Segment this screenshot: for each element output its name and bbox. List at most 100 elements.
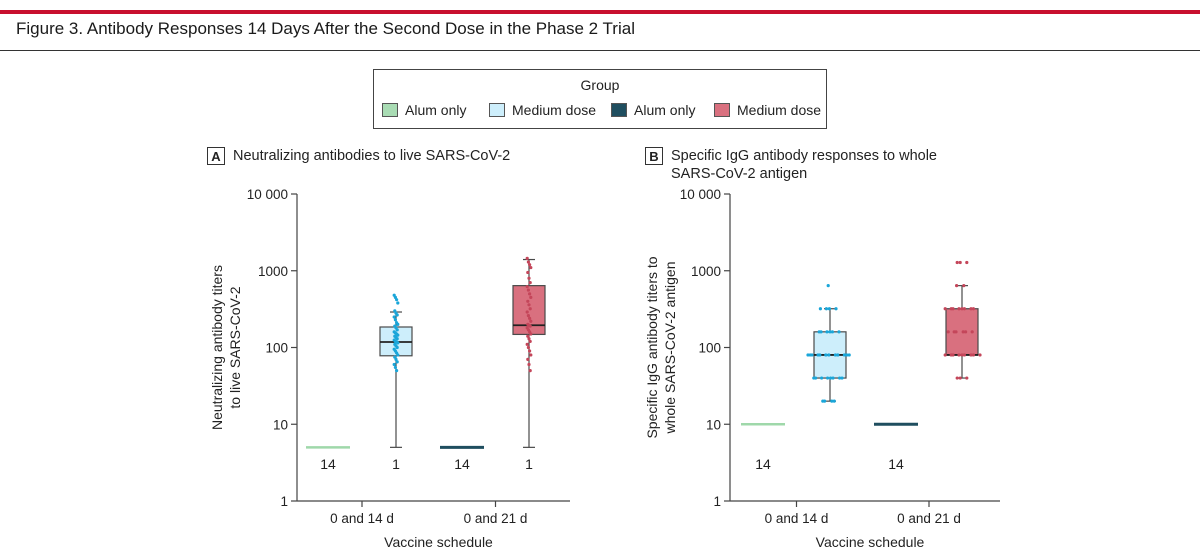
data-point xyxy=(396,301,400,305)
data-point xyxy=(958,260,962,265)
data-point xyxy=(952,330,956,334)
data-point xyxy=(525,342,529,346)
data-point xyxy=(826,376,830,380)
data-point xyxy=(525,310,529,314)
data-point xyxy=(818,307,823,311)
data-point xyxy=(529,332,533,336)
data-point xyxy=(528,263,532,267)
data-point xyxy=(392,362,396,367)
x-category-label: 0 and 14 d xyxy=(330,511,394,526)
y-axis-title-line: Neutralizing antibody titers xyxy=(209,265,225,430)
data-point xyxy=(393,365,397,370)
data-point xyxy=(527,362,531,367)
y-tick-label: 1000 xyxy=(691,264,721,279)
data-point xyxy=(395,337,399,341)
data-point xyxy=(943,307,947,311)
data-point xyxy=(394,357,398,361)
data-point xyxy=(964,330,968,334)
chart-panel-a: 1 10 100 1000 10 000 Neutralizing antibody ti… xyxy=(209,187,570,550)
data-point xyxy=(526,334,530,338)
data-point xyxy=(396,333,400,337)
legend-title: Group xyxy=(580,77,620,93)
group-count-label: 1 xyxy=(525,456,533,472)
y-tick-label: 100 xyxy=(265,341,288,356)
data-point xyxy=(528,349,532,353)
data-point xyxy=(962,307,967,311)
data-point xyxy=(831,376,835,380)
data-point xyxy=(396,322,400,326)
legend-swatch xyxy=(611,103,627,117)
y-axis-title-line: Specific IgG antibody titers to xyxy=(644,256,660,438)
legend-item-alum-only-21d: Alum only xyxy=(611,102,695,118)
x-axis-title: Vaccine schedule xyxy=(384,534,493,550)
data-point xyxy=(829,376,833,380)
group-count-label: 14 xyxy=(320,456,336,472)
y-tick-label: 100 xyxy=(698,341,721,356)
data-point xyxy=(529,295,533,299)
data-point xyxy=(965,376,969,380)
group-count-label: 14 xyxy=(755,456,771,472)
data-point xyxy=(962,353,967,357)
data-point xyxy=(528,292,532,296)
data-point xyxy=(527,276,531,280)
x-axis-title: Vaccine schedule xyxy=(816,534,925,550)
legend-swatch xyxy=(489,103,505,117)
data-point xyxy=(962,284,966,288)
data-point xyxy=(969,307,973,311)
legend-label: Medium dose xyxy=(737,102,822,118)
data-point xyxy=(526,270,530,275)
data-point xyxy=(528,324,532,328)
data-point xyxy=(840,376,844,380)
data-point xyxy=(842,353,847,357)
data-point xyxy=(834,307,838,311)
y-tick-label: 10 xyxy=(706,417,721,432)
legend-item-medium-dose-14d: Medium dose xyxy=(489,102,596,118)
data-point xyxy=(395,298,399,302)
data-point xyxy=(824,353,828,357)
legend-label: Medium dose xyxy=(512,102,597,118)
data-point xyxy=(961,330,965,334)
y-tick-label: 10 000 xyxy=(247,187,288,202)
group-count-label: 1 xyxy=(392,456,400,472)
data-point xyxy=(826,284,830,288)
data-point xyxy=(960,353,964,357)
data-point xyxy=(528,316,532,320)
data-point xyxy=(812,376,816,380)
y-tick-label: 10 000 xyxy=(680,187,721,202)
data-point xyxy=(845,353,849,357)
panel-b-title: Specific IgG antibody responses to whole… xyxy=(671,148,937,182)
data-point xyxy=(395,360,399,364)
data-point xyxy=(526,288,531,292)
data-point xyxy=(529,265,533,270)
legend-swatch xyxy=(382,103,398,117)
data-point xyxy=(821,399,825,403)
data-point xyxy=(824,307,829,311)
chart-panel-b: 1 10 100 1000 10 000 Specific IgG antibody ti… xyxy=(644,187,1000,550)
y-tick-label: 1 xyxy=(280,494,288,509)
data-point xyxy=(527,337,531,341)
data-point xyxy=(525,285,529,289)
data-point xyxy=(806,353,810,357)
y-axis-title-line: whole SARS-CoV-2 antigen xyxy=(662,262,678,435)
data-point xyxy=(847,353,851,357)
data-point xyxy=(526,345,531,350)
data-point xyxy=(825,330,829,334)
x-category-label: 0 and 21 d xyxy=(897,511,961,526)
title-rule xyxy=(0,50,1200,51)
data-point xyxy=(949,307,953,311)
data-point xyxy=(527,303,531,307)
data-point xyxy=(808,353,812,357)
data-point xyxy=(957,307,961,311)
y-tick-label: 1 xyxy=(713,494,721,509)
data-point xyxy=(392,315,396,319)
group-count-label: 14 xyxy=(888,456,904,472)
panel-a-letter: A xyxy=(207,147,225,165)
data-point xyxy=(817,330,821,334)
data-point xyxy=(833,353,838,357)
data-point xyxy=(526,299,530,303)
legend-swatch xyxy=(714,103,730,117)
y-tick-label: 10 xyxy=(273,417,288,432)
data-point xyxy=(978,353,982,357)
data-point xyxy=(529,353,533,357)
x-category-label: 0 and 14 d xyxy=(765,511,829,526)
